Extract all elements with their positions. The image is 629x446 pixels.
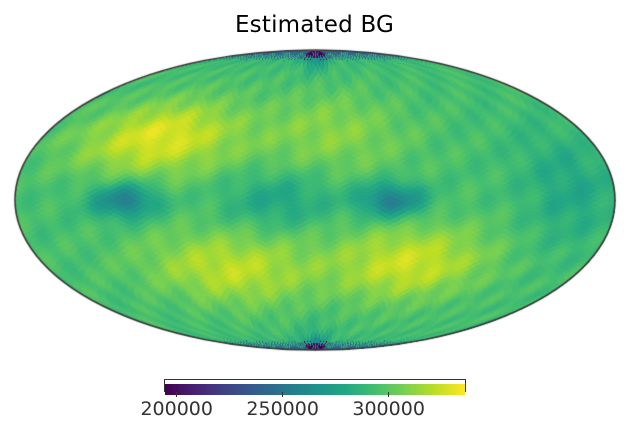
colorbar-tick-label: 250000 [246, 398, 319, 420]
chart-title: Estimated BG [234, 12, 395, 38]
colorbar-tick-label: 300000 [352, 398, 425, 420]
colorbar [164, 379, 466, 395]
colorbar-tick [175, 392, 178, 397]
colorbar-tick [387, 392, 390, 397]
colorbar-tick [281, 392, 284, 397]
colorbar-gradient [165, 384, 465, 395]
colorbar-tick-label: 200000 [140, 398, 213, 420]
